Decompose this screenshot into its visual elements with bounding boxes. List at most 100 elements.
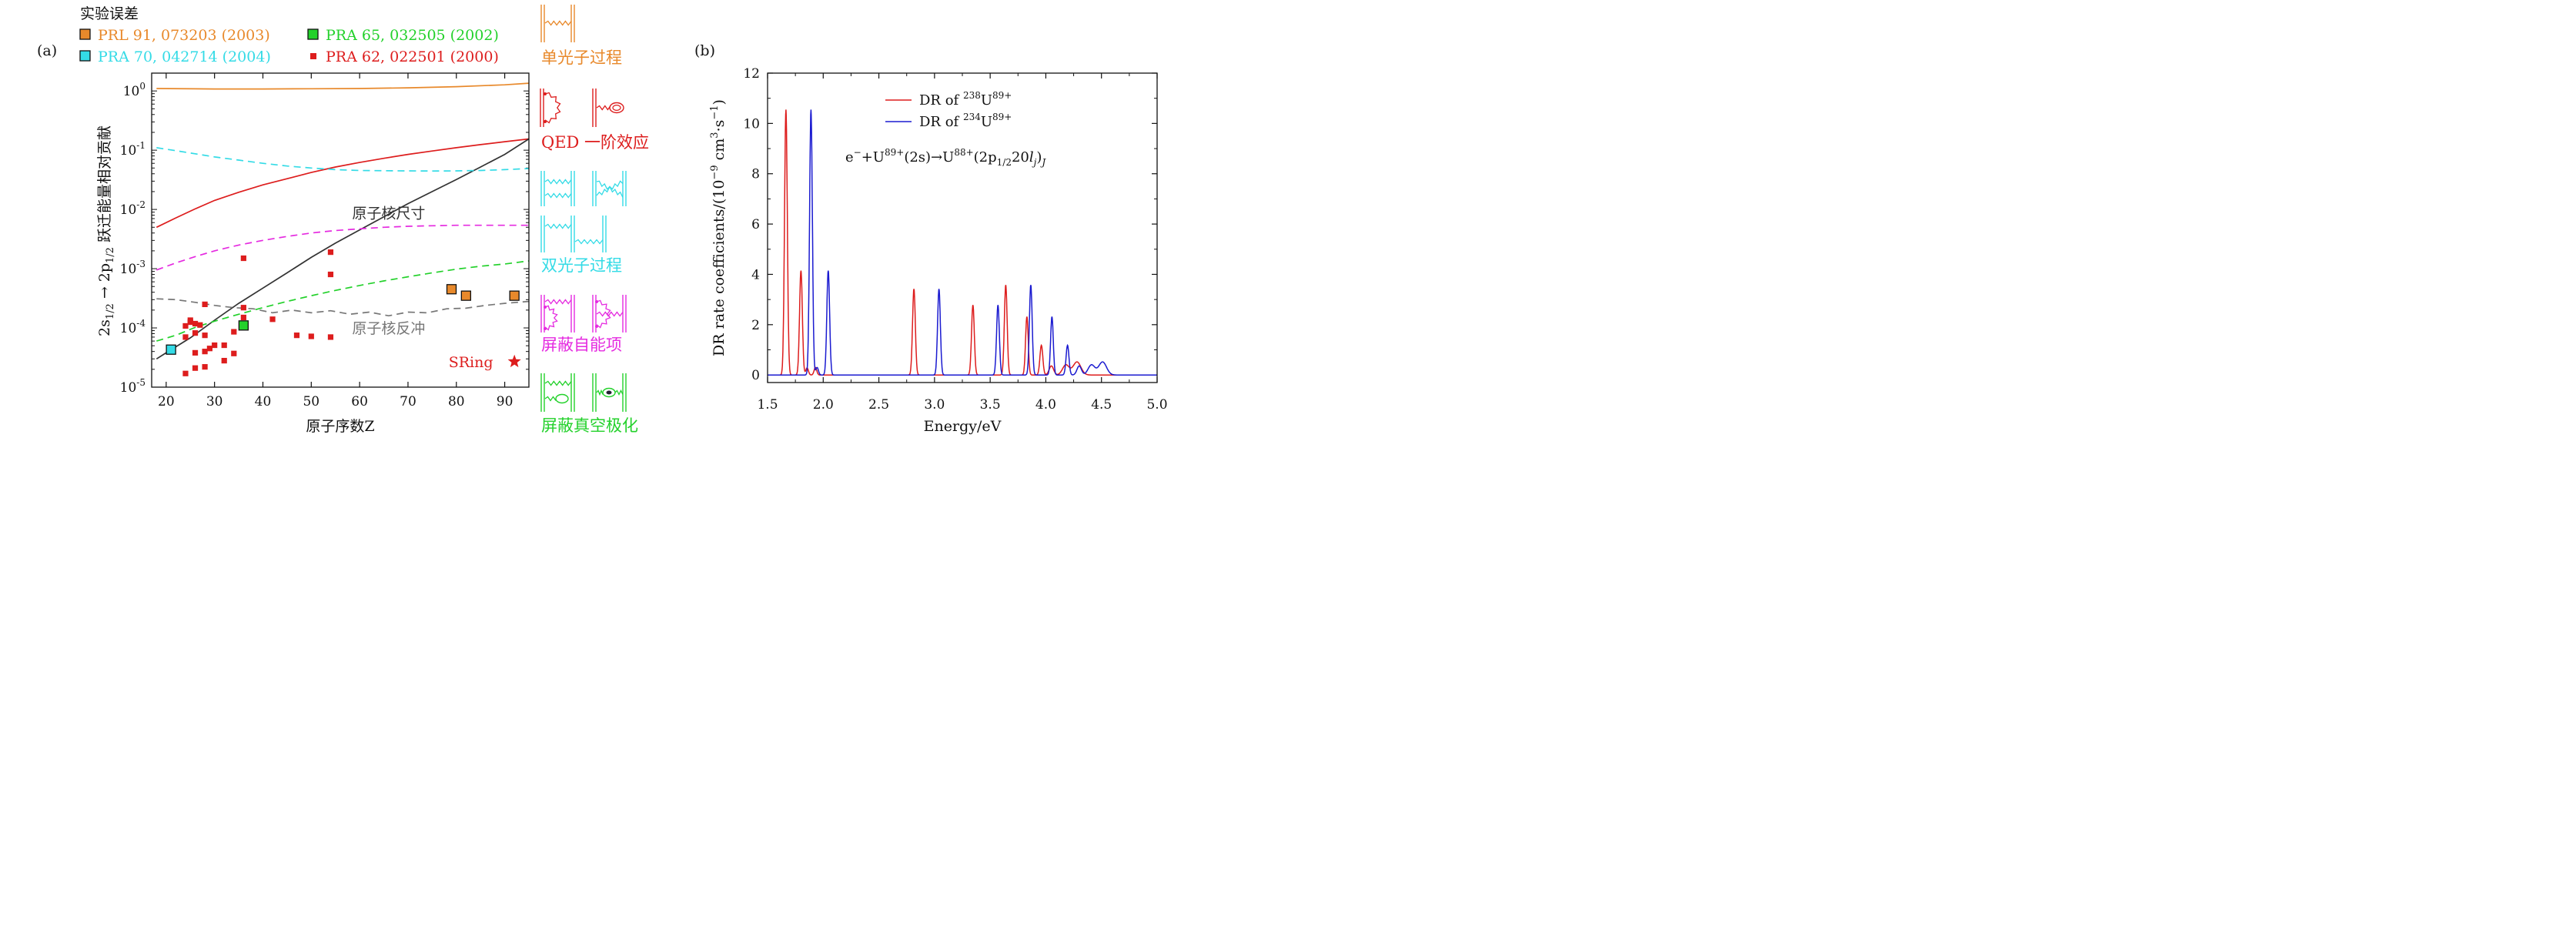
data-point-a (308, 333, 314, 339)
photon-line (544, 179, 572, 185)
y-axis-label-a: 2s1/2 → 2p1/2 跃迁能量相对贡献 (96, 125, 116, 336)
y-axis-label-b: DR rate coefficients/(10−9 cm3·s−1) (709, 99, 728, 356)
photon-line (596, 389, 604, 396)
photon-line (596, 105, 611, 111)
data-point-a (202, 332, 208, 339)
data-point-a (182, 334, 189, 340)
spectra-b (768, 109, 1157, 376)
diagram-single-photon (540, 5, 575, 42)
x-tick-label-b: 2.0 (813, 397, 834, 413)
data-point-a (240, 314, 246, 321)
photon-line (544, 192, 572, 199)
data-point-a (327, 249, 334, 256)
diagram-screened-se (540, 295, 627, 332)
data-point-a (460, 290, 471, 301)
vertex (595, 325, 598, 328)
y-tick-label-b: 4 (751, 267, 760, 282)
x-tick-label-a: 50 (303, 394, 319, 409)
y-tick-label-b: 6 (751, 217, 760, 232)
x-tick-label-a: 60 (351, 394, 368, 409)
vacuum-loop-inner (612, 105, 621, 112)
photon-cross (596, 180, 624, 196)
series-line-a (156, 138, 529, 360)
diagram-label: 屏蔽自能项 (541, 336, 622, 354)
data-point-a (192, 330, 199, 336)
data-point-a (231, 350, 237, 356)
data-point-a (202, 301, 208, 308)
y-tick-label-a: 10-5 (120, 377, 146, 396)
data-point-a (327, 334, 334, 340)
data-point-a (166, 344, 176, 355)
data-point-a (202, 364, 208, 370)
plot-frame-b (767, 72, 1158, 383)
data-point-a (231, 329, 237, 335)
data-point-a (238, 320, 249, 331)
x-tick-label-b: 3.0 (924, 397, 945, 413)
x-tick-label-a: 40 (255, 394, 272, 409)
y-tick-label-b: 10 (743, 116, 760, 132)
panel-a: (a) 20 30 40 50 60 70 80 90 100 10-1 10-2 10-3 10-4 10… (37, 5, 530, 435)
data-point-a (446, 284, 457, 295)
vacuum-loop (602, 387, 616, 398)
reaction-annotation: e−+U89+(2s)→U88+(2p1/220lj)J (845, 147, 1046, 168)
x-axis-label-a: 原子序数Z (306, 418, 374, 435)
data-point-a (221, 357, 227, 364)
data-point-a (197, 322, 203, 328)
vacuum-loop (609, 102, 624, 114)
x-axis-label-b: Energy/eV (924, 418, 1002, 435)
curves-a (156, 82, 529, 376)
photon-loop (544, 92, 561, 124)
series-line-a (156, 138, 529, 229)
y-tick-label-a: 10-1 (120, 140, 146, 159)
x-tick-label-a: 70 (400, 394, 417, 409)
photon-loop (544, 305, 558, 331)
series-line-a (156, 298, 529, 317)
legend-entry: PRA 70, 042714 (2004) (98, 48, 271, 65)
star-marker (507, 354, 521, 368)
plot-frame-a (151, 72, 530, 388)
vertex (544, 306, 547, 309)
x-tick-label-b: 3.5 (980, 397, 1001, 413)
photon-line (544, 223, 572, 229)
data-point-a (202, 349, 208, 355)
legend-marker (79, 28, 91, 40)
x-tick-label-b: 4.0 (1035, 397, 1056, 413)
x-tick-label-a: 20 (158, 394, 175, 409)
diagram-label: 双光子过程 (541, 256, 622, 275)
panel-b: (b) 1.5 2.0 2.5 3.0 3.5 4.0 4.5 5.0 0 2 4 6 8 10 12 DR o… (694, 42, 1168, 435)
vertex (544, 120, 547, 123)
y-tick-label-b: 12 (743, 66, 760, 82)
y-tick-label-a: 10-2 (120, 199, 146, 218)
y-tick-label-a: 10-4 (120, 318, 146, 336)
legend-entry-b: DR of 238U89+ (919, 90, 1012, 109)
data-point-a (212, 342, 218, 349)
data-point-a (269, 316, 276, 322)
diagram-qed (540, 89, 624, 127)
vertex (595, 300, 598, 303)
vacuum-loop-core (606, 390, 612, 395)
legend-marker (310, 53, 316, 59)
y-tick-label-b: 0 (751, 368, 760, 383)
data-point-a (182, 322, 189, 329)
annotation-a: 原子核尺寸 (352, 205, 425, 222)
vacuum-loop (555, 393, 569, 404)
legend-entry-b: DR of 234U89+ (919, 112, 1012, 130)
photon-line (614, 389, 624, 396)
legend-entry: PRL 91, 073203 (2003) (98, 27, 270, 44)
y-tick-label-a: 100 (123, 81, 146, 99)
diagram-label: 单光子过程 (541, 48, 622, 67)
series-line-a (156, 147, 529, 172)
photon-line (574, 239, 604, 245)
y-tick-label-b: 2 (751, 318, 760, 333)
vertex (544, 92, 547, 95)
data-point-a (327, 271, 334, 278)
data-point-a (187, 317, 193, 323)
data-point-a (206, 346, 212, 352)
legend-marker (307, 28, 319, 40)
x-tick-label-b: 4.5 (1091, 397, 1112, 413)
diagram-two-photon (540, 171, 627, 252)
x-tick-label-a: 80 (448, 394, 465, 409)
x-tick-label-b: 5.0 (1146, 397, 1167, 413)
data-point-a (509, 290, 520, 301)
